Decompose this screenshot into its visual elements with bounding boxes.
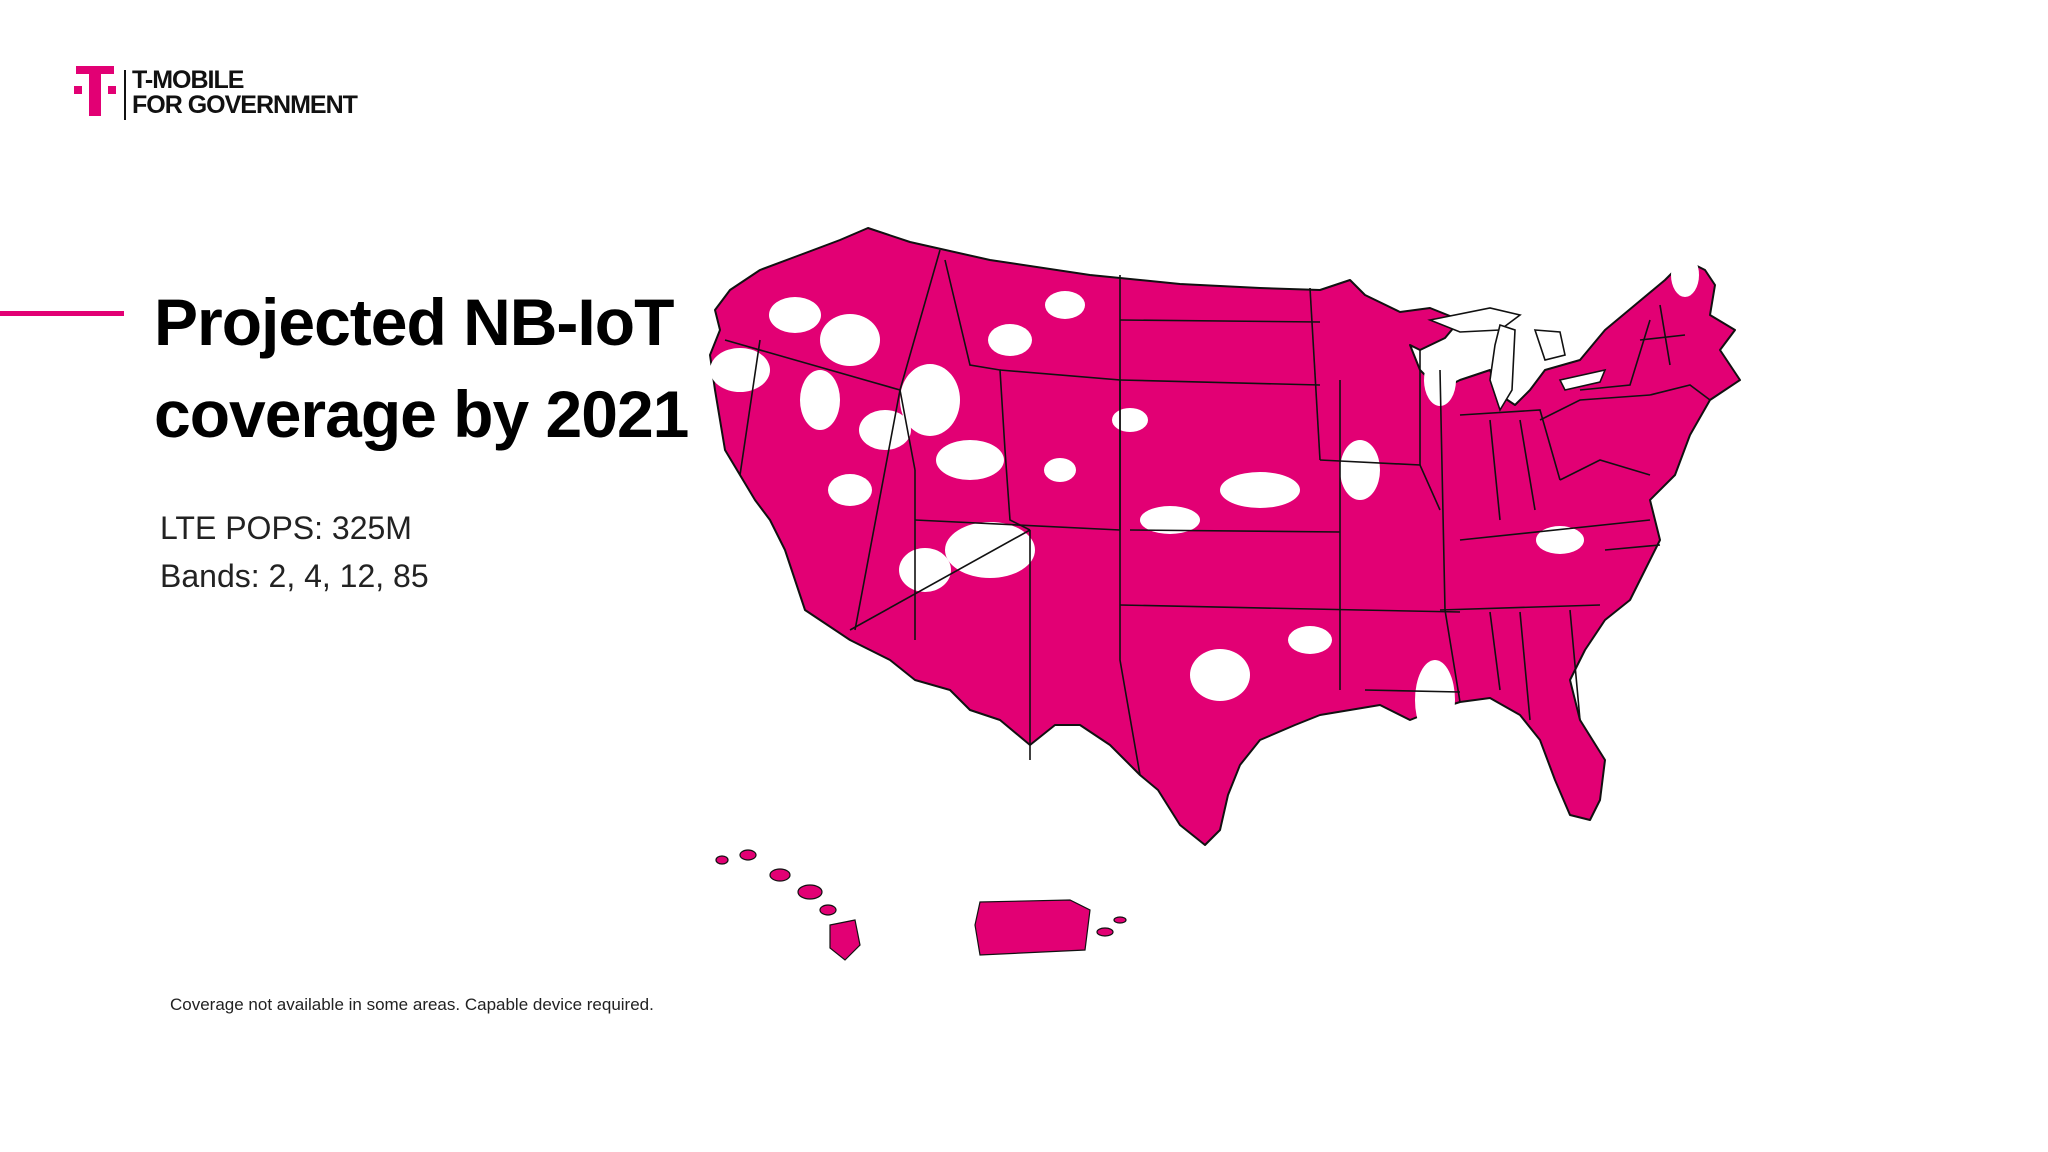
logo-divider	[124, 70, 126, 120]
title-line-1: Projected NB-IoT	[154, 285, 674, 359]
coverage-stats: LTE POPS: 325M Bands: 2, 4, 12, 85	[160, 504, 429, 600]
bands-stat: Bands: 2, 4, 12, 85	[160, 558, 429, 594]
brand-name-line1: T-MOBILE	[132, 66, 244, 94]
state-borders	[724, 249, 1711, 776]
coverage-map	[709, 227, 1741, 961]
brand-name-line2: FOR GOVERNMENT	[132, 91, 358, 119]
brand-logo: T-MOBILE FOR GOVERNMENT	[74, 66, 394, 126]
hawaii-coverage	[715, 849, 861, 961]
brand-name: T-MOBILE FOR GOVERNMENT	[132, 66, 358, 119]
t-mobile-logo-icon	[74, 66, 116, 116]
title-line-2: coverage by 2021	[154, 377, 689, 451]
accent-line	[0, 311, 124, 316]
lte-pops-stat: LTE POPS: 325M	[160, 510, 412, 546]
puerto-rico-coverage	[974, 899, 1127, 956]
great-lakes	[1427, 307, 1607, 412]
disclaimer: Coverage not available in some areas. Ca…	[170, 995, 654, 1014]
page-title: Projected NB-IoT coverage by 2021	[154, 276, 689, 460]
